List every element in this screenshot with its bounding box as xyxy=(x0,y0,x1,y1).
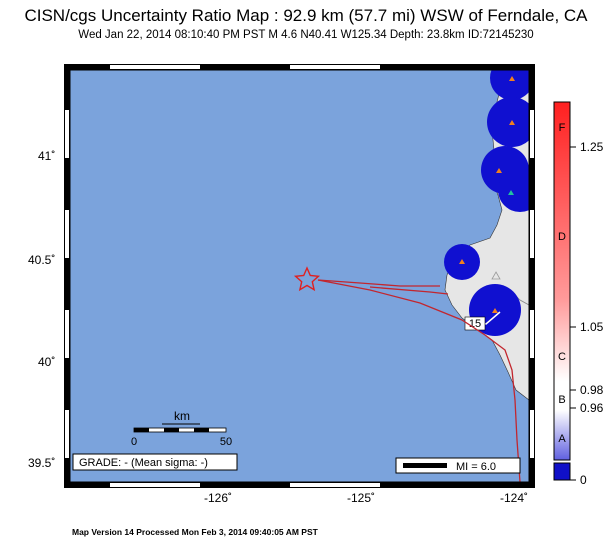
svg-text:40˚: 40˚ xyxy=(38,355,55,369)
latitude-labels: 41˚ 40.5˚ 40˚ 39.5˚ xyxy=(28,149,55,470)
colorbar-tick: 0.98 xyxy=(580,383,604,397)
longitude-labels: -126˚ -125˚ -124˚ xyxy=(204,491,528,505)
mi-legend: MI = 6.0 xyxy=(395,457,521,474)
map-version-footer: Map Version 14 Processed Mon Feb 3, 2014… xyxy=(72,527,318,537)
svg-text:40.5˚: 40.5˚ xyxy=(28,253,55,267)
grade-letter: F xyxy=(559,122,566,134)
grade-letter: B xyxy=(558,394,565,406)
colorbar: 1.25 1.05 0.98 0.96 0 F D C B A xyxy=(553,101,604,487)
svg-text:GRADE: - (Mean sigma: -): GRADE: - (Mean sigma: -) xyxy=(79,457,208,469)
svg-text:-126˚: -126˚ xyxy=(204,491,232,505)
svg-text:41˚: 41˚ xyxy=(38,149,55,163)
highway-shield xyxy=(464,316,486,331)
grade-letter: A xyxy=(558,433,566,445)
colorbar-tick: 0 xyxy=(580,473,587,487)
svg-text:-124˚: -124˚ xyxy=(500,491,528,505)
svg-text:0: 0 xyxy=(131,436,137,448)
stations xyxy=(459,76,515,313)
scale-bar: km 0 50 xyxy=(131,409,232,448)
svg-text:39.5˚: 39.5˚ xyxy=(28,456,55,470)
grade-letter: D xyxy=(558,231,566,243)
faults xyxy=(317,279,521,482)
grade-letter: C xyxy=(558,351,566,363)
frame-graduations xyxy=(65,65,534,487)
colorbar-tick: 1.25 xyxy=(580,140,604,154)
svg-text:50: 50 xyxy=(220,436,232,448)
svg-text:km: km xyxy=(174,409,190,423)
epicenter-star xyxy=(293,266,321,292)
map-title: CISN/cgs Uncertainty Ratio Map : 92.9 km… xyxy=(24,6,588,25)
colorbar-tick: 1.05 xyxy=(580,320,604,334)
event-info: Wed Jan 22, 2014 08:10:40 PM PST M 4.6 N… xyxy=(78,29,534,41)
colorbar-tick: 0.96 xyxy=(580,401,604,415)
svg-text:MI = 6.0: MI = 6.0 xyxy=(456,461,496,473)
svg-text:-125˚: -125˚ xyxy=(347,491,375,505)
grade-box: GRADE: - (Mean sigma: -) xyxy=(72,453,238,471)
